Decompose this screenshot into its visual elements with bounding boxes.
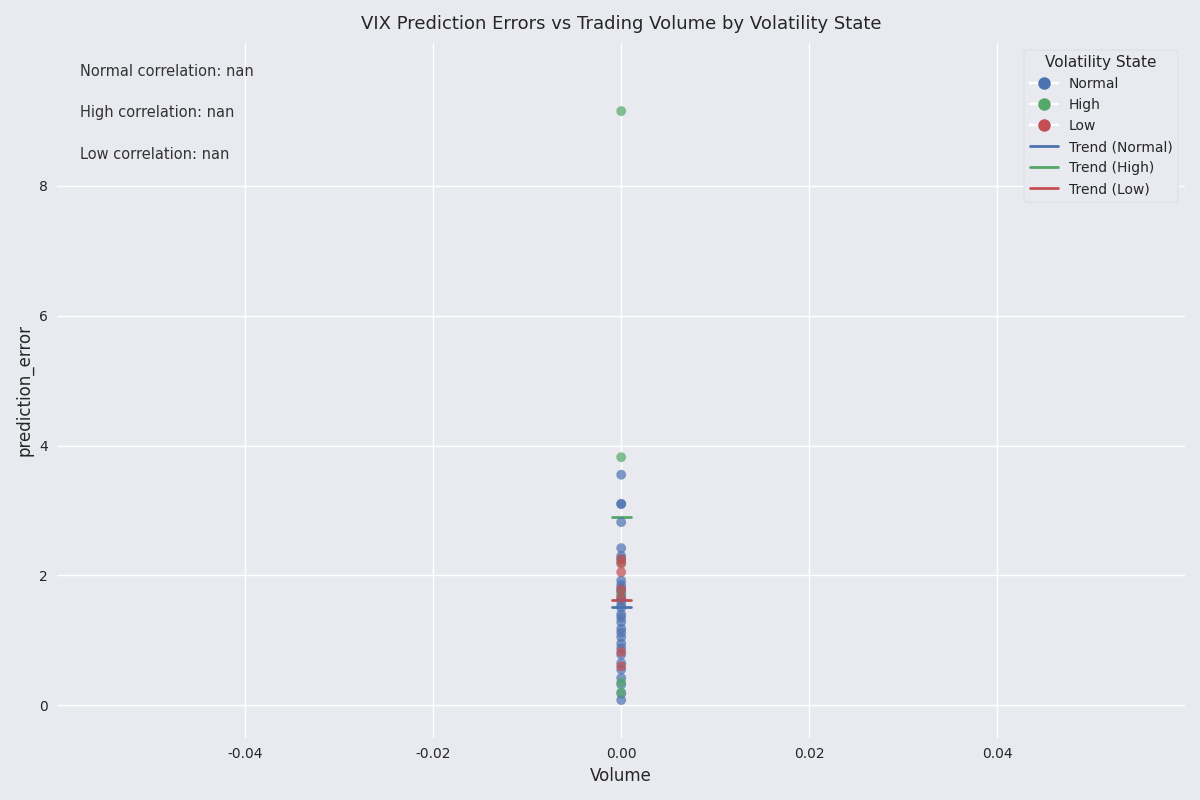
Normal [612,542,631,554]
Low [612,660,631,673]
Text: Normal correlation: nan: Normal correlation: nan [80,64,253,78]
Normal [612,622,631,635]
High [612,105,631,118]
High [612,587,631,600]
Normal [612,590,631,602]
Normal [612,498,631,510]
Low [612,592,631,605]
Normal [612,586,631,598]
Normal [612,663,631,676]
Normal [612,616,631,629]
Normal [612,578,631,591]
Normal [612,637,631,650]
Legend: Normal, High, Low, Trend (Normal), Trend (High), Trend (Low): Normal, High, Low, Trend (Normal), Trend… [1025,50,1178,202]
Normal [612,468,631,481]
Trend (High) [605,512,619,522]
Normal [612,694,631,706]
High [612,676,631,689]
Text: High correlation: nan: High correlation: nan [80,106,234,121]
Trend (Low) [605,595,619,605]
Normal [612,550,631,562]
Normal [612,553,631,566]
Normal [612,626,631,639]
Low [612,566,631,578]
Low [612,558,631,570]
Trend (Low) [624,595,638,605]
Text: Low correlation: nan: Low correlation: nan [80,147,229,162]
Normal [612,687,631,700]
Low [612,646,631,658]
Trend (Normal) [605,602,619,612]
Y-axis label: prediction_error: prediction_error [14,324,34,456]
Title: VIX Prediction Errors vs Trading Volume by Volatility State: VIX Prediction Errors vs Trading Volume … [361,15,882,33]
High [612,556,631,569]
Normal [612,582,631,594]
Normal [612,594,631,606]
Normal [612,598,631,611]
Normal [612,630,631,643]
Low [612,583,631,596]
High [612,450,631,463]
Trend (Normal) [624,602,638,612]
Low [612,553,631,566]
Normal [612,602,631,614]
Normal [612,657,631,670]
Normal [612,611,631,624]
Normal [612,608,631,621]
Normal [612,516,631,529]
Normal [612,678,631,691]
High [612,686,631,698]
Normal [612,642,631,654]
Trend (High) [624,512,638,522]
Normal [612,498,631,510]
Normal [612,574,631,587]
Normal [612,648,631,661]
Normal [612,671,631,684]
X-axis label: Volume: Volume [590,767,652,785]
